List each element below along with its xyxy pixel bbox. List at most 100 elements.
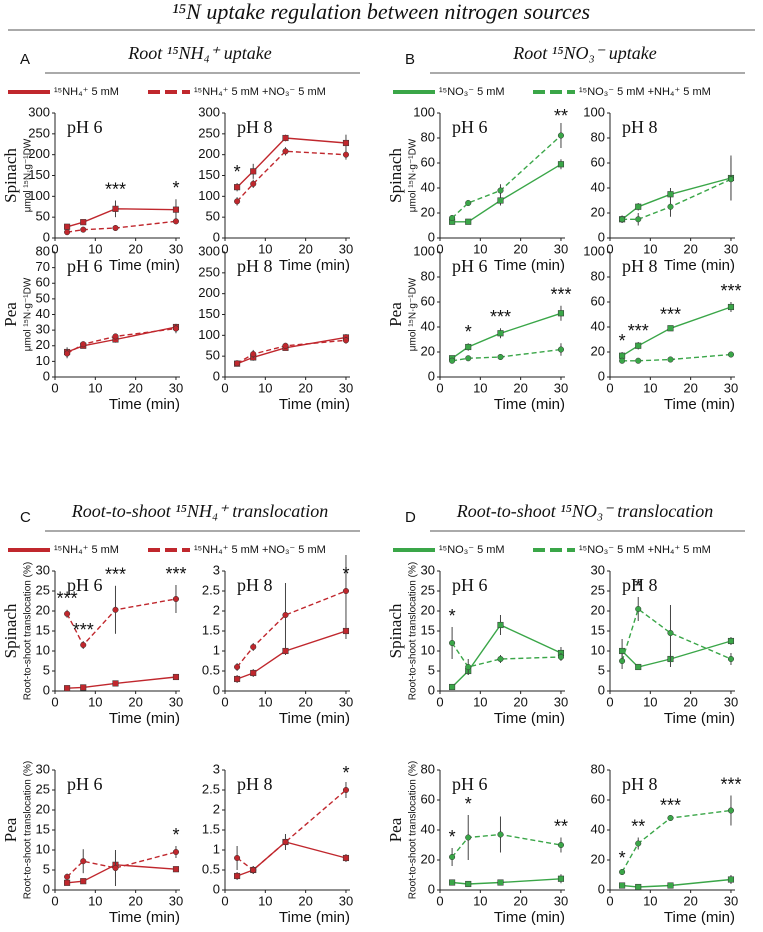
y-tick-label: 200 [198, 146, 220, 161]
y-tick-label: 300 [198, 104, 220, 119]
y-tick-label: 60 [421, 791, 435, 806]
data-point [465, 355, 472, 362]
y-tick-label: 100 [583, 243, 605, 258]
x-tick-label: 10 [258, 380, 272, 395]
data-point [172, 866, 180, 873]
data-point [635, 357, 642, 364]
section-label: A [20, 51, 30, 68]
x-tick-label: 10 [643, 241, 657, 256]
series-line [451, 642, 562, 668]
y-tick-label: 40 [591, 318, 605, 333]
data-point [282, 134, 289, 142]
panel-title: pH 8 [237, 774, 273, 794]
data-point [80, 641, 87, 649]
x-tick-label: 30 [554, 380, 568, 395]
data-point [497, 330, 504, 337]
y-tick-label: 10 [36, 841, 50, 856]
x-tick-label: 10 [88, 893, 102, 908]
x-tick-label: 0 [606, 893, 613, 908]
significance-label: *** [73, 620, 94, 640]
x-tick-label: 20 [298, 694, 312, 709]
y-tick-label: 0 [43, 229, 50, 244]
data-point [282, 647, 289, 655]
y-tick-label: 80 [421, 129, 435, 144]
row-label: Spinach [386, 603, 405, 658]
section-title: Root-to-shoot ¹⁵NO₃⁻ translocation [456, 501, 713, 521]
y-tick-label: 30 [36, 761, 50, 776]
y-tick-label: 25 [591, 582, 605, 597]
significance-label: * [342, 564, 349, 584]
y-tick-label: 100 [583, 104, 605, 119]
legend-label: ¹⁵NO₃⁻ 5 mM [439, 544, 505, 556]
data-point [667, 356, 674, 363]
data-point [465, 343, 472, 351]
y-tick-label: 0 [598, 682, 605, 697]
row-label: Pea [386, 817, 405, 842]
x-axis-label: Time (min) [494, 909, 565, 926]
significance-label: ** [631, 816, 645, 836]
significance-label: *** [490, 307, 511, 327]
x-axis-label: Time (min) [109, 396, 180, 413]
series-line [451, 134, 562, 219]
y-tick-label: 50 [206, 348, 220, 363]
series-line [66, 598, 177, 647]
x-tick-label: 20 [683, 241, 697, 256]
x-tick-label: 30 [724, 893, 738, 908]
data-point [342, 139, 350, 147]
data-point [557, 841, 565, 849]
data-point [449, 357, 456, 364]
legend-label: ¹⁵NH₄⁺ 5 mM [54, 544, 119, 556]
x-tick-label: 20 [128, 380, 142, 395]
x-tick-label: 0 [221, 694, 228, 709]
y-tick-label: 30 [36, 562, 50, 577]
data-point [80, 341, 87, 348]
data-point [727, 351, 735, 358]
y-tick-label: 20 [591, 204, 605, 219]
y-tick-label: 3 [213, 761, 220, 776]
x-axis-label: Time (min) [279, 257, 350, 274]
data-point [667, 203, 674, 210]
data-point [112, 224, 119, 232]
data-point [635, 605, 642, 613]
y-tick-label: 80 [421, 268, 435, 283]
y-tick-label: 20 [591, 343, 605, 358]
section-label: C [20, 509, 31, 526]
x-tick-label: 0 [606, 380, 613, 395]
data-point [619, 216, 626, 223]
y-tick-label: 250 [198, 125, 220, 140]
data-point [557, 161, 565, 168]
y-axis-label: Root-to-shoot translocation (%) [23, 761, 34, 899]
series-line [66, 851, 177, 878]
y-tick-label: 80 [591, 761, 605, 776]
y-tick-label: 25 [421, 582, 435, 597]
y-tick-label: 0 [598, 881, 605, 896]
x-tick-label: 0 [221, 241, 228, 256]
data-point [250, 643, 257, 651]
data-point [727, 807, 735, 814]
data-point [667, 882, 674, 889]
data-point [635, 840, 642, 847]
y-tick-label: 20 [36, 602, 50, 617]
y-tick-label: 0 [43, 368, 50, 383]
section-title: Root ¹⁵NH₄⁺ uptake [127, 43, 271, 63]
x-tick-label: 30 [554, 241, 568, 256]
significance-label: * [342, 763, 349, 783]
x-axis-label: Time (min) [494, 396, 565, 413]
significance-label: *** [720, 281, 741, 301]
x-tick-label: 10 [473, 380, 487, 395]
significance-label: ** [554, 106, 568, 126]
y-tick-label: 5 [43, 861, 50, 876]
y-tick-label: 150 [198, 306, 220, 321]
panel-title: pH 6 [67, 774, 103, 794]
x-tick-label: 30 [169, 893, 183, 908]
panel-title: pH 6 [452, 256, 488, 276]
x-tick-label: 30 [339, 241, 353, 256]
data-point [250, 168, 257, 175]
y-tick-label: 150 [198, 167, 220, 182]
data-point [557, 132, 565, 139]
x-axis-label: Time (min) [494, 710, 565, 727]
y-tick-label: 2.5 [202, 781, 220, 796]
data-point [282, 342, 289, 349]
x-tick-label: 20 [683, 893, 697, 908]
